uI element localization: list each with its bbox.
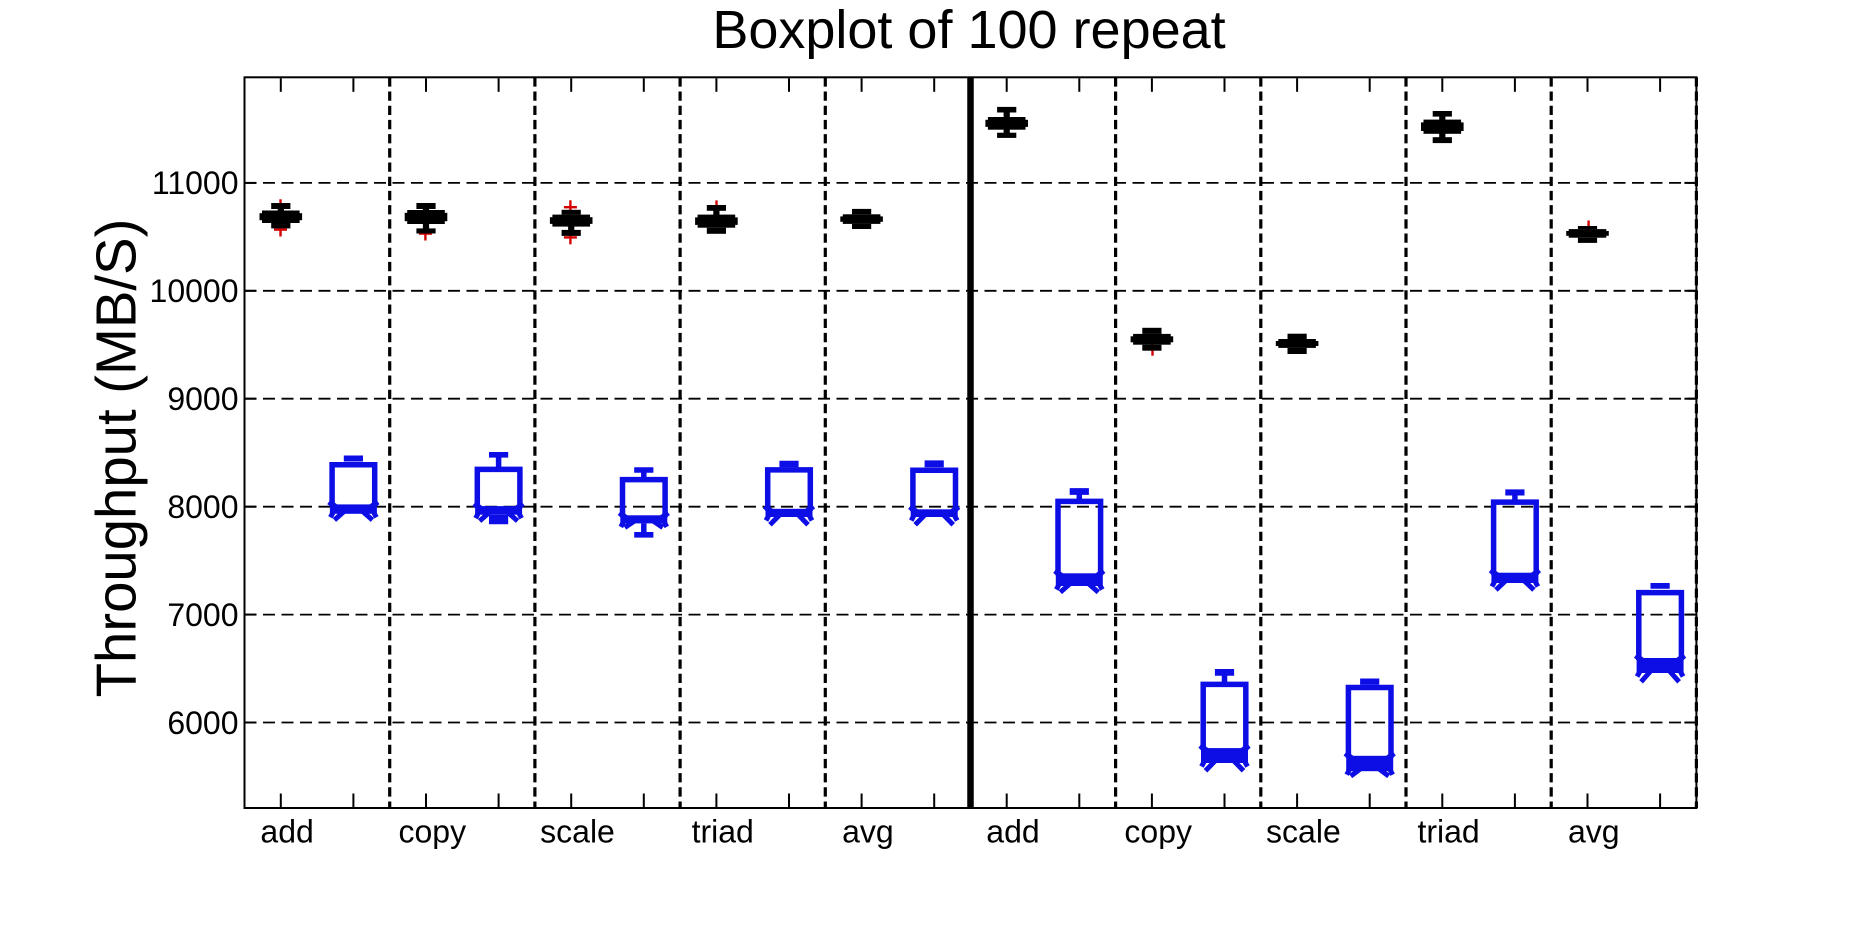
svg-text:copy: copy: [399, 814, 467, 850]
svg-text:add: add: [260, 814, 313, 850]
svg-text:avg: avg: [1568, 814, 1620, 850]
svg-text:11000: 11000: [152, 165, 239, 201]
svg-text:triad: triad: [1417, 814, 1479, 850]
svg-text:6000: 6000: [167, 705, 238, 741]
svg-text:7000: 7000: [167, 597, 238, 633]
svg-text:scale: scale: [1266, 814, 1341, 850]
svg-text:8000: 8000: [167, 489, 238, 525]
svg-text:Throughput (MB/S): Throughput (MB/S): [85, 219, 148, 698]
svg-text:Boxplot of 100 repeat: Boxplot of 100 repeat: [712, 0, 1225, 60]
svg-text:scale: scale: [540, 814, 615, 850]
svg-text:10000: 10000: [150, 273, 239, 309]
svg-text:triad: triad: [692, 814, 754, 850]
svg-text:avg: avg: [842, 814, 894, 850]
svg-text:9000: 9000: [167, 381, 238, 417]
svg-text:add: add: [986, 814, 1039, 850]
svg-text:copy: copy: [1124, 814, 1192, 850]
